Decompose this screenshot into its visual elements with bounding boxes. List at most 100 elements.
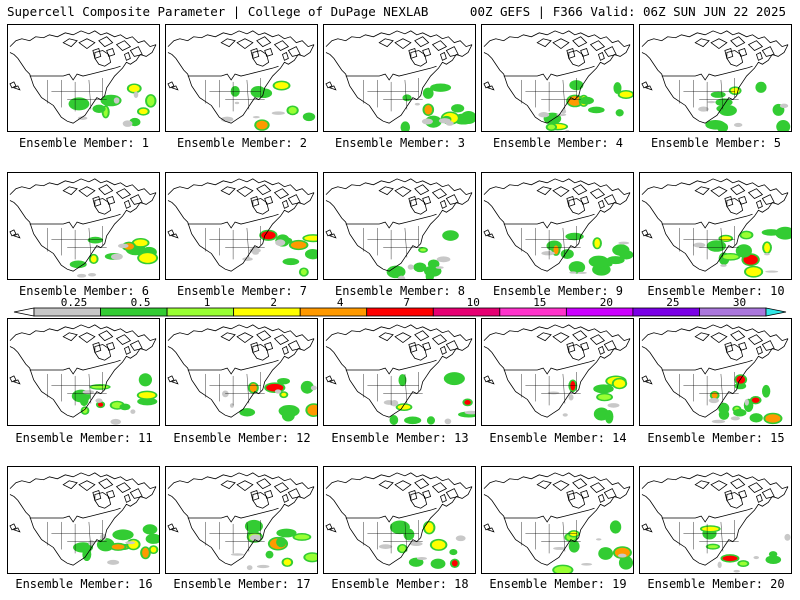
scp-contour	[568, 394, 574, 401]
coastline	[9, 523, 21, 533]
scp-contour	[97, 402, 104, 407]
coastline	[129, 488, 143, 499]
colorbar-tick-label: 30	[732, 296, 747, 309]
scp-contour	[765, 555, 782, 565]
scp-contour	[765, 414, 781, 423]
coastline	[408, 490, 418, 501]
scp-field	[230, 519, 317, 571]
ensemble-member-label: Ensemble Member: 13	[331, 431, 469, 445]
scp-contour	[707, 100, 716, 104]
coastline	[414, 36, 430, 48]
scp-contour	[87, 273, 97, 277]
scp-contour	[92, 104, 106, 113]
coastline	[724, 196, 734, 207]
scp-contour	[720, 236, 732, 241]
coastline	[641, 523, 653, 533]
coastline	[106, 342, 116, 351]
scp-contour	[413, 262, 427, 273]
colorbar-tick-label: 1	[203, 296, 211, 309]
map-canvas	[9, 30, 157, 127]
scp-contour	[255, 88, 273, 99]
colorbar-swatch	[299, 307, 368, 317]
scp-field	[220, 80, 316, 131]
coastline	[439, 493, 447, 503]
coastline	[92, 342, 102, 353]
scp-contour	[421, 118, 433, 125]
coastline	[755, 51, 763, 61]
coastline	[236, 332, 254, 344]
scp-contour	[613, 82, 622, 94]
coastline	[566, 196, 576, 207]
coastline	[755, 199, 763, 209]
country-border	[29, 213, 121, 229]
scp-contour	[615, 109, 624, 117]
colorbar-tick-label: 25	[666, 296, 680, 309]
state-borders	[363, 372, 423, 406]
scp-contour	[282, 258, 300, 266]
coastline	[220, 38, 236, 48]
scp-contour	[707, 545, 719, 549]
coastline	[710, 186, 728, 198]
coastline	[536, 480, 552, 490]
map-canvas	[325, 324, 475, 425]
ensemble-member-label: Ensemble Member: 3	[334, 136, 466, 150]
coastline	[483, 375, 495, 385]
map-canvas	[641, 472, 791, 573]
colorbar-tick-label: 15	[533, 296, 547, 309]
coastline	[410, 198, 428, 215]
coastline	[431, 188, 448, 199]
coastline	[256, 36, 272, 48]
state-borders	[363, 78, 423, 112]
colorbar-swatch	[699, 307, 767, 317]
coastline	[167, 229, 179, 239]
coastline	[9, 81, 21, 91]
map-canvas	[483, 30, 633, 131]
ensemble-member-label: Ensemble Member: 10	[647, 284, 785, 298]
state-borders	[521, 78, 581, 112]
scp-contour	[741, 232, 752, 238]
scp-contour	[568, 96, 582, 106]
map-canvas	[9, 324, 158, 425]
coastline	[287, 488, 301, 499]
scp-contour	[404, 416, 422, 425]
coastline	[9, 324, 157, 418]
coastline	[325, 30, 473, 124]
coastline	[483, 324, 631, 418]
ensemble-member-label: Ensemble Member: 2	[176, 136, 308, 150]
coastline	[431, 40, 448, 51]
coastline	[9, 178, 157, 272]
scp-contour	[442, 230, 459, 241]
map-canvas	[167, 30, 316, 131]
scp-contour	[779, 103, 789, 109]
scp-contour	[618, 241, 630, 245]
scp-contour	[122, 120, 133, 127]
ensemble-member-label: Ensemble Member: 5	[650, 136, 782, 150]
coastline	[710, 332, 728, 344]
scp-contour	[300, 268, 307, 276]
scp-contour	[718, 105, 737, 117]
scp-contour	[730, 416, 740, 421]
scp-contour	[407, 264, 414, 270]
coastline	[252, 50, 270, 67]
coastline	[445, 488, 459, 499]
coastline	[552, 480, 570, 492]
coastline	[94, 198, 112, 215]
scp-contour	[68, 97, 90, 111]
coastline	[422, 48, 432, 57]
scp-field	[71, 373, 158, 425]
coastline	[641, 81, 653, 91]
coastline	[98, 330, 114, 342]
coastline	[62, 186, 78, 196]
coastline	[694, 332, 710, 342]
coastline	[123, 199, 131, 209]
scp-contour	[430, 558, 446, 569]
colorbar-tick-label: 7	[403, 296, 411, 309]
coastline	[250, 490, 260, 501]
scp-contour	[138, 373, 153, 387]
scp-contour	[389, 415, 399, 425]
state-borders	[47, 226, 107, 260]
scp-contour	[451, 104, 465, 113]
coastline	[724, 490, 734, 501]
coastline	[414, 184, 430, 196]
coastline	[726, 344, 744, 361]
